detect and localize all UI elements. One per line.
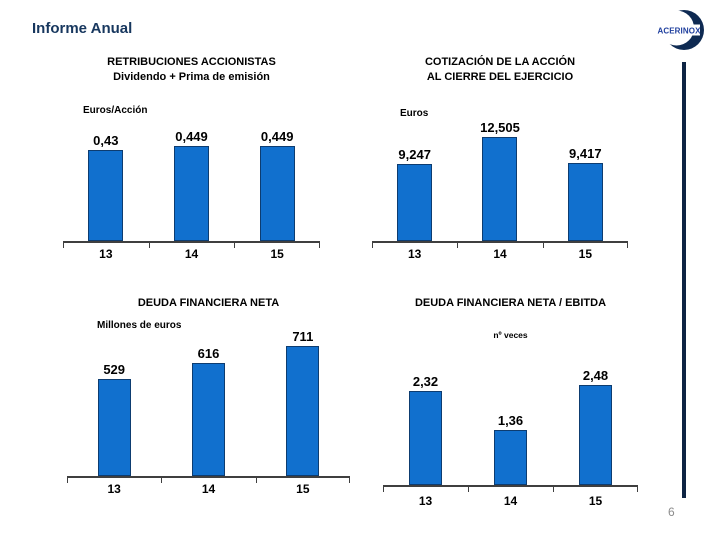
bar-value-label: 9,417 bbox=[569, 146, 602, 161]
bar bbox=[482, 137, 518, 241]
axis-tick bbox=[637, 487, 638, 492]
axis-tick bbox=[255, 478, 257, 483]
x-axis-label: 14 bbox=[184, 247, 199, 261]
bar-slot: 711 bbox=[256, 329, 350, 476]
x-axis-label: 15 bbox=[578, 247, 592, 261]
axis-tick bbox=[148, 243, 150, 248]
axis-tick bbox=[67, 478, 68, 483]
bar bbox=[286, 346, 320, 476]
bar-value-label: 0,449 bbox=[260, 129, 294, 144]
plot-area: 9,247 12,505 9,417 bbox=[372, 118, 628, 248]
plot-area: 2,32 1,36 2,48 bbox=[383, 335, 638, 492]
x-axis-label: 15 bbox=[270, 247, 284, 261]
x-axis-label: 14 bbox=[493, 247, 507, 261]
acerinox-logo-graphic: ACERINOX bbox=[657, 10, 704, 50]
axis-tick bbox=[457, 243, 459, 248]
bar-value-label: 2,32 bbox=[412, 374, 439, 389]
x-axis-labels: 13 14 15 bbox=[383, 494, 638, 508]
bar-value-label: 12,505 bbox=[480, 120, 520, 135]
x-axis-labels: 13 14 15 bbox=[372, 247, 628, 261]
bar-value-label: 0,43 bbox=[93, 133, 119, 148]
bar-slot: 529 bbox=[67, 362, 161, 476]
x-axis-label: 13 bbox=[99, 247, 113, 261]
axis-tick bbox=[467, 487, 469, 492]
page-number: 6 bbox=[668, 505, 675, 519]
vertical-divider bbox=[682, 62, 686, 498]
x-axis-label: 13 bbox=[418, 494, 433, 508]
bar bbox=[494, 430, 527, 485]
chart-title: DEUDA FINANCIERA NETA bbox=[137, 297, 280, 309]
x-axis-label: 15 bbox=[296, 482, 310, 496]
plot-area: 529 616 711 bbox=[67, 329, 350, 483]
bar bbox=[88, 150, 124, 241]
bar-slot: 0,449 bbox=[234, 129, 320, 241]
bar-value-label: 9,247 bbox=[398, 147, 431, 162]
x-axis-labels: 13 14 15 bbox=[63, 247, 320, 261]
bar-value-label: 2,48 bbox=[582, 368, 609, 383]
bar-value-label: 0,449 bbox=[175, 129, 208, 144]
axis-tick bbox=[161, 478, 163, 483]
axis-tick bbox=[372, 243, 373, 248]
bar-slot: 9,247 bbox=[372, 147, 457, 241]
bar-value-label: 711 bbox=[292, 329, 314, 344]
page-title: Informe Anual bbox=[32, 20, 133, 37]
bar-slot: 2,32 bbox=[383, 374, 468, 485]
axis-tick bbox=[234, 243, 236, 248]
bar bbox=[191, 363, 225, 476]
plot-area: 0,43 0,449 0,449 bbox=[63, 118, 320, 248]
axis-tick bbox=[552, 487, 554, 492]
chart-title: RETRIBUCIONES ACCIONISTAS bbox=[107, 56, 276, 68]
bar-value-label: 1,36 bbox=[497, 413, 524, 428]
chart-cotizacion-accion: COTIZACIÓN DE LA ACCIÓN AL CIERRE DEL EJ… bbox=[372, 55, 628, 261]
bar-value-label: 616 bbox=[197, 346, 220, 361]
bar bbox=[174, 146, 209, 241]
y-axis-unit-label: Euros/Acción bbox=[83, 105, 148, 116]
y-axis-unit-label: Euros bbox=[400, 108, 429, 119]
bar bbox=[397, 164, 433, 241]
axis-tick bbox=[63, 243, 64, 248]
bar-value-label: 529 bbox=[103, 362, 126, 377]
y-axis-unit-label: nº veces bbox=[493, 330, 528, 340]
bar-slot: 12,505 bbox=[457, 120, 542, 241]
x-axis-label: 14 bbox=[201, 482, 216, 496]
x-axis-label: 15 bbox=[588, 494, 603, 508]
bar bbox=[97, 379, 131, 476]
axis-tick bbox=[383, 487, 384, 492]
bar-slot: 0,449 bbox=[149, 129, 235, 241]
chart-subtitle: Dividendo + Prima de emisión bbox=[113, 71, 270, 83]
axis-tick bbox=[542, 243, 544, 248]
bar-slot: 9,417 bbox=[543, 146, 628, 241]
y-axis-unit-label: Millones de euros bbox=[97, 320, 182, 331]
x-axis-labels: 13 14 15 bbox=[67, 482, 350, 496]
bar bbox=[567, 163, 603, 241]
chart-subtitle: AL CIERRE DEL EJERCICIO bbox=[426, 71, 574, 83]
axis-tick bbox=[319, 243, 320, 248]
chart-title: DEUDA FINANCIERA NETA / EBITDA bbox=[414, 297, 607, 309]
bar-slot: 1,36 bbox=[468, 413, 553, 485]
x-axis-label: 14 bbox=[503, 494, 518, 508]
logo-text: ACERINOX bbox=[657, 27, 701, 36]
bar bbox=[409, 391, 442, 485]
x-axis-label: 13 bbox=[407, 247, 422, 261]
bar bbox=[579, 385, 612, 485]
axis-tick bbox=[627, 243, 628, 248]
acerinox-logo-icon: ACERINOX bbox=[657, 7, 705, 54]
bar bbox=[259, 146, 295, 241]
axis-tick bbox=[349, 478, 350, 483]
bar-slot: 616 bbox=[161, 346, 255, 476]
chart-deuda-neta-ebitda: DEUDA FINANCIERA NETA / EBITDA nº veces … bbox=[383, 296, 638, 508]
chart-title: COTIZACIÓN DE LA ACCIÓN bbox=[424, 56, 576, 68]
bar-slot: 0,43 bbox=[63, 133, 149, 241]
chart-deuda-financiera-neta: DEUDA FINANCIERA NETA Millones de euros … bbox=[67, 296, 350, 496]
bar-slot: 2,48 bbox=[553, 368, 638, 485]
x-axis-label: 13 bbox=[107, 482, 121, 496]
chart-retribuciones-accionistas: RETRIBUCIONES ACCIONISTAS Dividendo + Pr… bbox=[63, 55, 320, 261]
